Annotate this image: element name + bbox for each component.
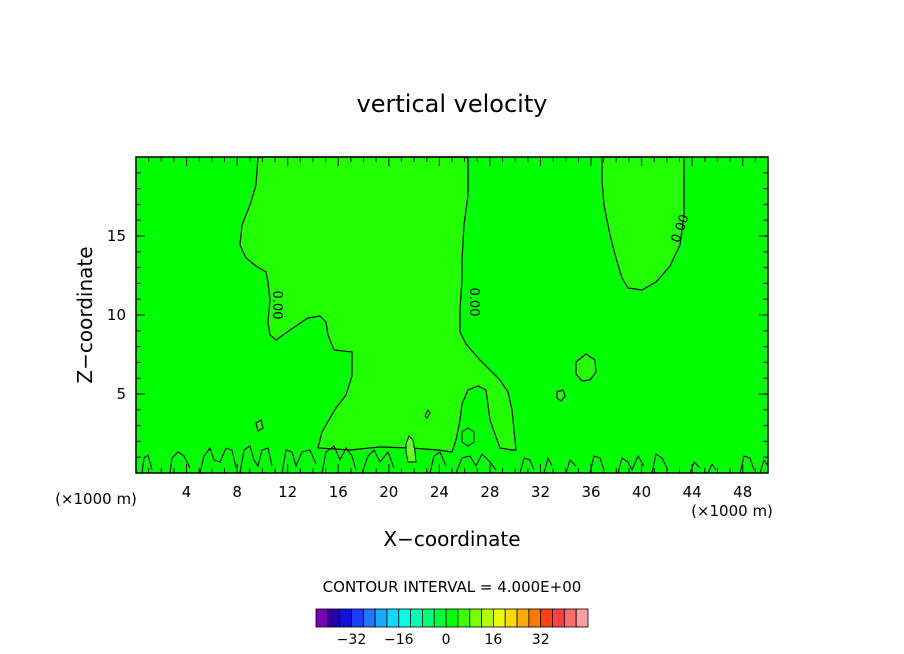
- y-axis-label: Z−coordinate: [73, 246, 97, 383]
- colorbar-swatch: [504, 608, 518, 628]
- colorbar: −32 −16 0 16 32: [315, 608, 589, 648]
- x-tick-label: 44: [683, 483, 702, 501]
- colorbar-swatch: [374, 608, 388, 628]
- ground-contours: [141, 445, 769, 474]
- x-axis-label: X−coordinate: [383, 527, 520, 551]
- x-tick-label: 24: [430, 483, 449, 501]
- colorbar-swatch: [552, 608, 565, 628]
- x-tick-label: 4: [182, 483, 192, 501]
- colorbar-tick-label: 32: [532, 632, 550, 648]
- colorbar-swatch: [351, 608, 364, 628]
- small-contour-e: [424, 409, 431, 419]
- x-tick-label: 8: [232, 483, 242, 501]
- x-tick-label: 48: [733, 483, 752, 501]
- small-contour-a: [575, 353, 597, 382]
- colorbar-swatch: [327, 608, 341, 628]
- colorbar-swatch: [481, 608, 494, 628]
- colorbar-swatch: [398, 608, 412, 628]
- chart-title: vertical velocity: [357, 90, 548, 118]
- colorbar-swatch: [528, 608, 542, 628]
- x-tick-label: 40: [632, 483, 651, 501]
- positive-region-right: [601, 156, 685, 291]
- colorbar-tick-label: −32: [337, 632, 367, 648]
- y-tick-label: 10: [107, 306, 126, 324]
- colorbar-swatch: [339, 608, 352, 628]
- x-tick-label: 12: [278, 483, 297, 501]
- colorbar-swatch: [433, 608, 447, 628]
- small-contour-c: [255, 419, 264, 432]
- colorbar-swatch: [410, 608, 423, 628]
- colorbar-tick-label: 16: [484, 632, 502, 648]
- contour-interval-text: CONTOUR INTERVAL = 4.000E+00: [323, 578, 582, 596]
- contour-label-1: 0.00: [269, 291, 284, 320]
- x-tick-label: 28: [480, 483, 499, 501]
- x-tick-label: 20: [379, 483, 398, 501]
- colorbar-swatch: [492, 608, 506, 628]
- colorbar-swatch: [563, 608, 577, 628]
- x-unit-right: (×1000 m): [691, 502, 773, 520]
- colorbar-swatch: [386, 608, 400, 628]
- colorbar-swatch: [540, 608, 553, 628]
- contour-label-2: 0.00: [466, 288, 481, 317]
- small-contour-d: [405, 435, 417, 463]
- colorbar-tick-label: 0: [442, 632, 451, 648]
- positive-region-center: [239, 156, 517, 453]
- x-unit-left: (×1000 m): [55, 490, 137, 508]
- colorbar-swatch: [362, 608, 376, 628]
- small-contour-f: [461, 427, 475, 447]
- x-tick-label: 16: [329, 483, 348, 501]
- colorbar-swatch: [516, 608, 530, 628]
- colorbar-swatch: [315, 608, 329, 628]
- small-contour-b: [556, 389, 566, 402]
- y-tick-label: 15: [107, 227, 126, 245]
- x-tick-label: 32: [531, 483, 550, 501]
- colorbar-swatch: [445, 608, 459, 628]
- x-tick-label: 36: [581, 483, 600, 501]
- colorbar-swatch: [422, 608, 435, 628]
- colorbar-swatch: [575, 608, 589, 628]
- y-tick-label: 5: [116, 385, 126, 403]
- colorbar-tick-label: −16: [384, 632, 414, 648]
- colorbar-swatch: [469, 608, 482, 628]
- colorbar-swatch: [457, 608, 471, 628]
- plot-area: 0.00 0.00 0.00: [135, 156, 769, 474]
